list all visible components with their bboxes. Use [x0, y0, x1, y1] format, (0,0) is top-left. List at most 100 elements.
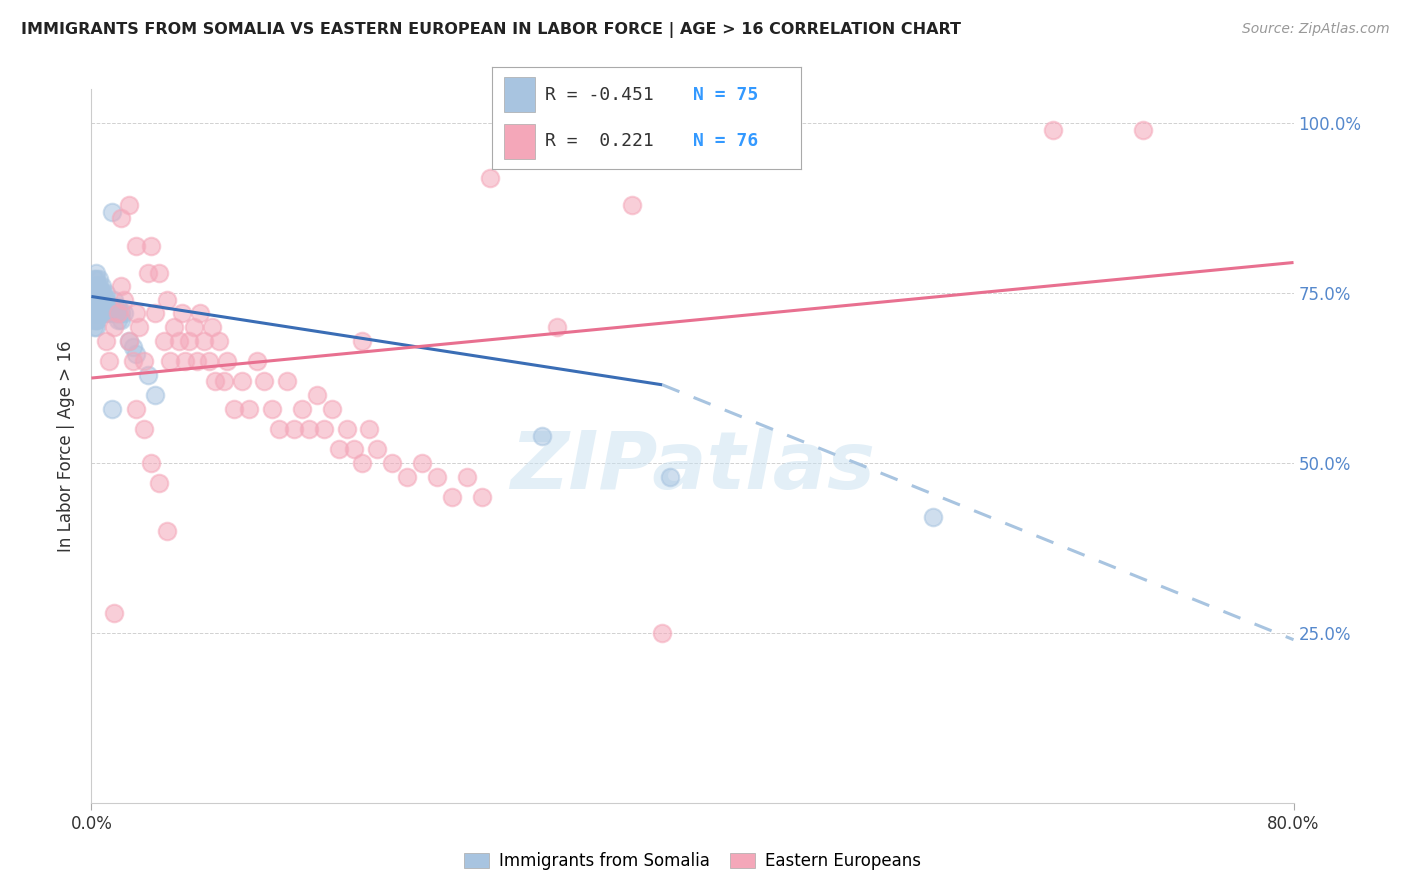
Point — [89, 293, 111, 307]
Point — [122, 354, 145, 368]
Point — [118, 198, 141, 212]
Point — [103, 300, 125, 314]
Point — [86, 279, 108, 293]
Point — [98, 306, 121, 320]
Point — [90, 279, 112, 293]
Point — [197, 354, 219, 368]
Bar — [505, 124, 536, 159]
Point — [107, 300, 129, 314]
Point — [366, 442, 388, 457]
Text: IMMIGRANTS FROM SOMALIA VS EASTERN EUROPEAN IN LABOR FORCE | AGE > 16 CORRELATIO: IMMIGRANTS FROM SOMALIA VS EASTERN EUROP… — [21, 22, 962, 38]
Point — [98, 300, 121, 314]
Point — [114, 293, 136, 307]
Point — [246, 354, 269, 368]
Point — [96, 334, 118, 348]
Point — [83, 306, 105, 320]
Point — [170, 306, 193, 320]
Point — [110, 279, 132, 293]
Point — [103, 606, 125, 620]
Point — [87, 272, 110, 286]
Point — [159, 354, 181, 368]
Point — [183, 320, 205, 334]
Point — [86, 286, 108, 301]
Text: N = 75: N = 75 — [693, 86, 758, 103]
Point — [94, 300, 117, 314]
Point — [86, 293, 108, 307]
Point — [104, 300, 127, 314]
Point — [212, 375, 235, 389]
Point — [93, 306, 115, 320]
Point — [90, 293, 112, 307]
Point — [143, 388, 166, 402]
Point — [107, 306, 129, 320]
Point — [138, 368, 160, 382]
Point — [118, 334, 141, 348]
Point — [89, 286, 111, 301]
Point — [359, 422, 381, 436]
Point — [125, 401, 148, 416]
Point — [260, 401, 283, 416]
Point — [269, 422, 291, 436]
Point — [381, 456, 404, 470]
Point — [922, 510, 945, 524]
Point — [84, 300, 107, 314]
Point — [350, 456, 373, 470]
Point — [395, 469, 418, 483]
Point — [87, 293, 110, 307]
Point — [83, 300, 105, 314]
Point — [83, 286, 105, 301]
Point — [96, 300, 118, 314]
Point — [173, 354, 195, 368]
Point — [224, 401, 246, 416]
Point — [155, 293, 177, 307]
Point — [82, 293, 104, 307]
Point — [238, 401, 260, 416]
Point — [83, 272, 105, 286]
Point — [336, 422, 359, 436]
Point — [621, 198, 644, 212]
Point — [193, 334, 215, 348]
Point — [186, 354, 208, 368]
Point — [208, 334, 231, 348]
Point — [94, 293, 117, 307]
Point — [141, 456, 163, 470]
Point — [298, 422, 321, 436]
Point — [651, 626, 673, 640]
Y-axis label: In Labor Force | Age > 16: In Labor Force | Age > 16 — [58, 340, 76, 552]
Point — [107, 313, 129, 327]
Point — [87, 306, 110, 320]
Point — [471, 490, 494, 504]
Point — [98, 354, 121, 368]
Point — [276, 375, 298, 389]
Point — [82, 300, 104, 314]
Point — [128, 320, 150, 334]
Point — [148, 476, 170, 491]
Point — [215, 354, 238, 368]
Point — [89, 306, 111, 320]
Point — [411, 456, 433, 470]
Point — [138, 266, 160, 280]
Text: Source: ZipAtlas.com: Source: ZipAtlas.com — [1241, 22, 1389, 37]
Point — [84, 293, 107, 307]
Point — [86, 300, 108, 314]
Point — [82, 279, 104, 293]
Point — [155, 524, 177, 538]
Point — [84, 279, 107, 293]
Point — [456, 469, 478, 483]
Point — [84, 313, 107, 327]
Text: ZIPatlas: ZIPatlas — [510, 428, 875, 507]
Point — [87, 286, 110, 301]
Point — [84, 272, 107, 286]
Point — [122, 341, 145, 355]
Point — [321, 401, 343, 416]
Point — [141, 238, 163, 252]
Point — [84, 320, 107, 334]
Text: R =  0.221: R = 0.221 — [544, 132, 654, 150]
Point — [101, 204, 124, 219]
Point — [132, 422, 155, 436]
Point — [201, 320, 224, 334]
Point — [103, 293, 125, 307]
Point — [83, 320, 105, 334]
Point — [188, 306, 211, 320]
Text: N = 76: N = 76 — [693, 132, 758, 150]
